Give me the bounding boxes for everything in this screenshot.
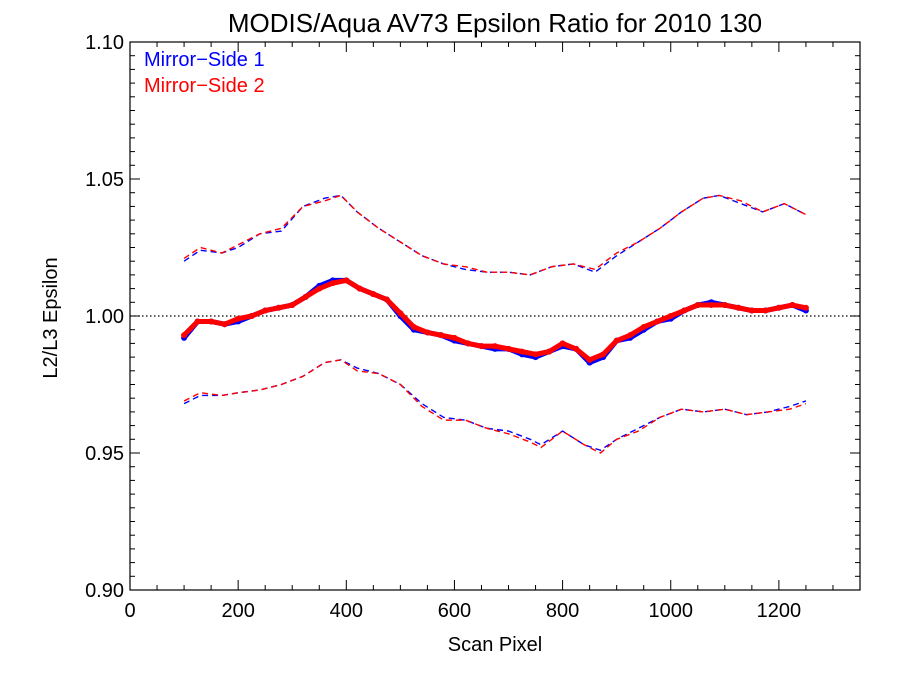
- y-axis-label: L2/L3 Epsilon: [40, 257, 62, 378]
- data-point: [519, 348, 526, 355]
- data-point: [235, 315, 242, 322]
- y-axis: 0.90 0.95 1.00 1.05 1.10: [85, 32, 860, 602]
- data-point: [708, 302, 715, 309]
- data-point: [573, 345, 580, 352]
- series-line: [183, 359, 807, 452]
- data-point: [667, 313, 674, 319]
- data-point: [181, 332, 188, 339]
- y-tick-label: 1.05: [85, 169, 124, 191]
- y-tick-label: 0.90: [85, 580, 124, 602]
- data-point: [762, 307, 769, 314]
- legend: Mirror−Side 1 Mirror−Side 2: [144, 49, 265, 97]
- data-point: [289, 302, 296, 309]
- data-point: [316, 285, 323, 292]
- data-point: [302, 293, 309, 300]
- chart-title: MODIS/Aqua AV73 Epsilon Ratio for 2010 1…: [228, 8, 762, 38]
- x-axis: 0 200 400 600 800 1000 1200: [124, 42, 834, 622]
- data-point: [532, 351, 539, 358]
- data-point: [397, 310, 404, 317]
- data-point: [748, 307, 755, 314]
- series-layer: [181, 194, 809, 454]
- series-line: [183, 194, 807, 276]
- data-point: [559, 340, 566, 347]
- data-point: [262, 307, 269, 314]
- data-point: [627, 332, 634, 339]
- data-point: [640, 323, 647, 330]
- x-tick-label: 600: [438, 600, 471, 622]
- data-point: [721, 302, 728, 309]
- data-point: [775, 304, 782, 311]
- data-point: [356, 285, 363, 292]
- data-point: [613, 337, 620, 344]
- data-point: [694, 302, 701, 309]
- data-point: [505, 345, 512, 352]
- data-point: [802, 304, 809, 311]
- x-tick-label: 1000: [648, 600, 693, 622]
- data-point: [600, 351, 607, 358]
- data-point: [383, 296, 390, 303]
- data-point: [437, 332, 444, 339]
- data-point: [735, 304, 742, 311]
- data-point: [478, 343, 485, 350]
- x-tick-label: 200: [221, 600, 254, 622]
- data-point: [208, 318, 215, 325]
- data-point: [546, 348, 553, 355]
- data-point: [370, 291, 377, 298]
- series-1: [181, 277, 809, 366]
- y-tick-label: 0.95: [85, 443, 124, 465]
- data-point: [343, 277, 350, 284]
- data-point: [221, 321, 228, 328]
- series-3: [183, 194, 807, 276]
- series-2: [181, 277, 809, 363]
- x-tick-label: 1200: [757, 600, 802, 622]
- data-point: [492, 343, 498, 350]
- series-6: [183, 359, 807, 454]
- x-tick-label: 0: [124, 600, 135, 622]
- x-axis-label: Scan Pixel: [448, 634, 543, 656]
- data-point: [789, 302, 796, 309]
- data-point: [410, 323, 417, 330]
- data-point: [464, 340, 471, 347]
- x-tick-label: 800: [546, 600, 579, 622]
- legend-entry: Mirror−Side 1: [144, 49, 265, 71]
- data-point: [275, 304, 282, 311]
- y-tick-label: 1.10: [85, 32, 124, 54]
- series-line: [183, 194, 807, 276]
- y-tick-label: 1.00: [85, 306, 124, 328]
- series-4: [183, 194, 807, 276]
- data-point: [586, 356, 593, 363]
- series-5: [183, 359, 807, 452]
- data-point: [194, 318, 201, 325]
- data-point: [329, 280, 336, 287]
- legend-entry: Mirror−Side 2: [144, 75, 265, 97]
- x-tick-label: 400: [330, 600, 363, 622]
- series-line: [183, 359, 807, 454]
- data-point: [654, 318, 661, 325]
- data-point: [248, 313, 255, 319]
- data-point: [681, 307, 688, 314]
- data-point: [451, 334, 458, 341]
- data-point: [424, 329, 431, 336]
